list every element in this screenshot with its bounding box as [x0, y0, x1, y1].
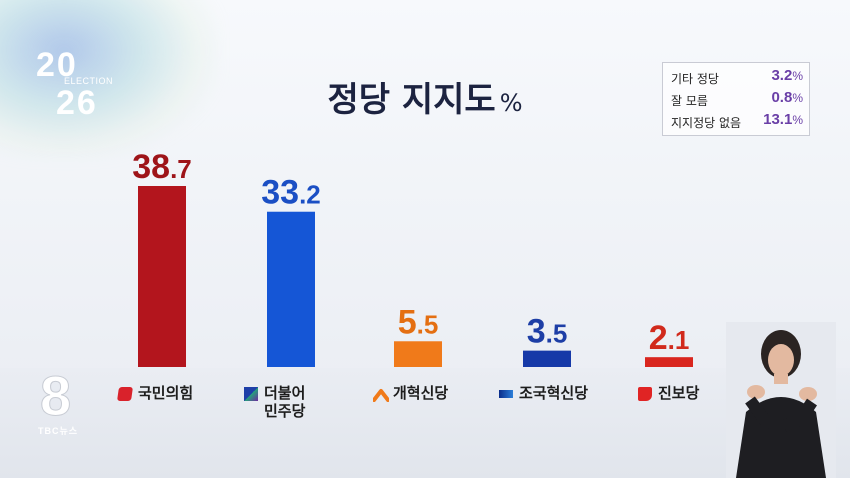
- legend-label: 개혁신당: [393, 384, 449, 402]
- legend-item: 진보당: [638, 384, 699, 424]
- party-logo-icon: [499, 390, 513, 398]
- info-row: 잘 모름 0.8%: [671, 89, 803, 109]
- legend-item: 더불어 민주당: [244, 384, 305, 424]
- bar: [394, 341, 442, 367]
- party-logo-icon: [244, 387, 258, 401]
- legend-label: 더불어 민주당: [264, 384, 306, 420]
- chart-title-unit: %: [499, 89, 523, 117]
- info-value: 13.1%: [763, 111, 803, 128]
- bar-value-label: 38.7: [132, 148, 192, 186]
- info-label: 기타 정당: [671, 72, 719, 86]
- election-2026-logo: 20 ELECTION 26: [34, 46, 114, 126]
- info-row: 지지정당 없음 13.1%: [671, 111, 803, 131]
- channel-number: 8: [39, 364, 72, 427]
- party-logo-icon: [372, 387, 390, 402]
- chart-title: 정당 지지도%: [0, 72, 850, 121]
- background-wash: [0, 0, 220, 160]
- legend-label: 조국혁신당: [519, 384, 589, 402]
- tbc-channel-logo: 8 TBC뉴스: [38, 364, 90, 438]
- info-label: 잘 모름: [671, 94, 708, 108]
- bar-value-label: 33.2: [261, 174, 321, 212]
- bar: [138, 186, 186, 367]
- legend-item: 국민의힘: [117, 384, 194, 424]
- legend-item: 개혁신당: [372, 384, 449, 424]
- chart-title-text: 정당 지지도: [327, 80, 496, 120]
- other-responses-box: 기타 정당 3.2% 잘 모름 0.8% 지지정당 없음 13.1%: [662, 62, 810, 136]
- info-row: 기타 정당 3.2%: [671, 67, 803, 87]
- baseline-band: [0, 368, 850, 478]
- legend-label: 국민의힘: [138, 384, 194, 402]
- bar: [645, 357, 693, 367]
- legend-item: 조국혁신당: [499, 384, 588, 424]
- channel-name: TBC뉴스: [38, 426, 79, 436]
- party-logo-icon: [638, 387, 652, 401]
- sign-language-interpreter: [726, 322, 836, 478]
- bar-value-label: 3.5: [527, 313, 568, 351]
- info-value: 0.8%: [771, 89, 803, 106]
- bar-value-label: 2.1: [649, 319, 690, 357]
- info-value: 3.2%: [771, 67, 803, 84]
- legend-label: 진보당: [658, 384, 700, 402]
- bar: [267, 211, 315, 367]
- bar-value-label: 5.5: [398, 303, 439, 341]
- bar: [523, 350, 571, 367]
- logo-year-bottom: 26: [56, 84, 98, 122]
- logo-election-text: ELECTION: [64, 76, 114, 86]
- logo-year-top: 20: [36, 46, 78, 84]
- info-label: 지지정당 없음: [671, 116, 742, 130]
- party-logo-icon: [117, 387, 133, 401]
